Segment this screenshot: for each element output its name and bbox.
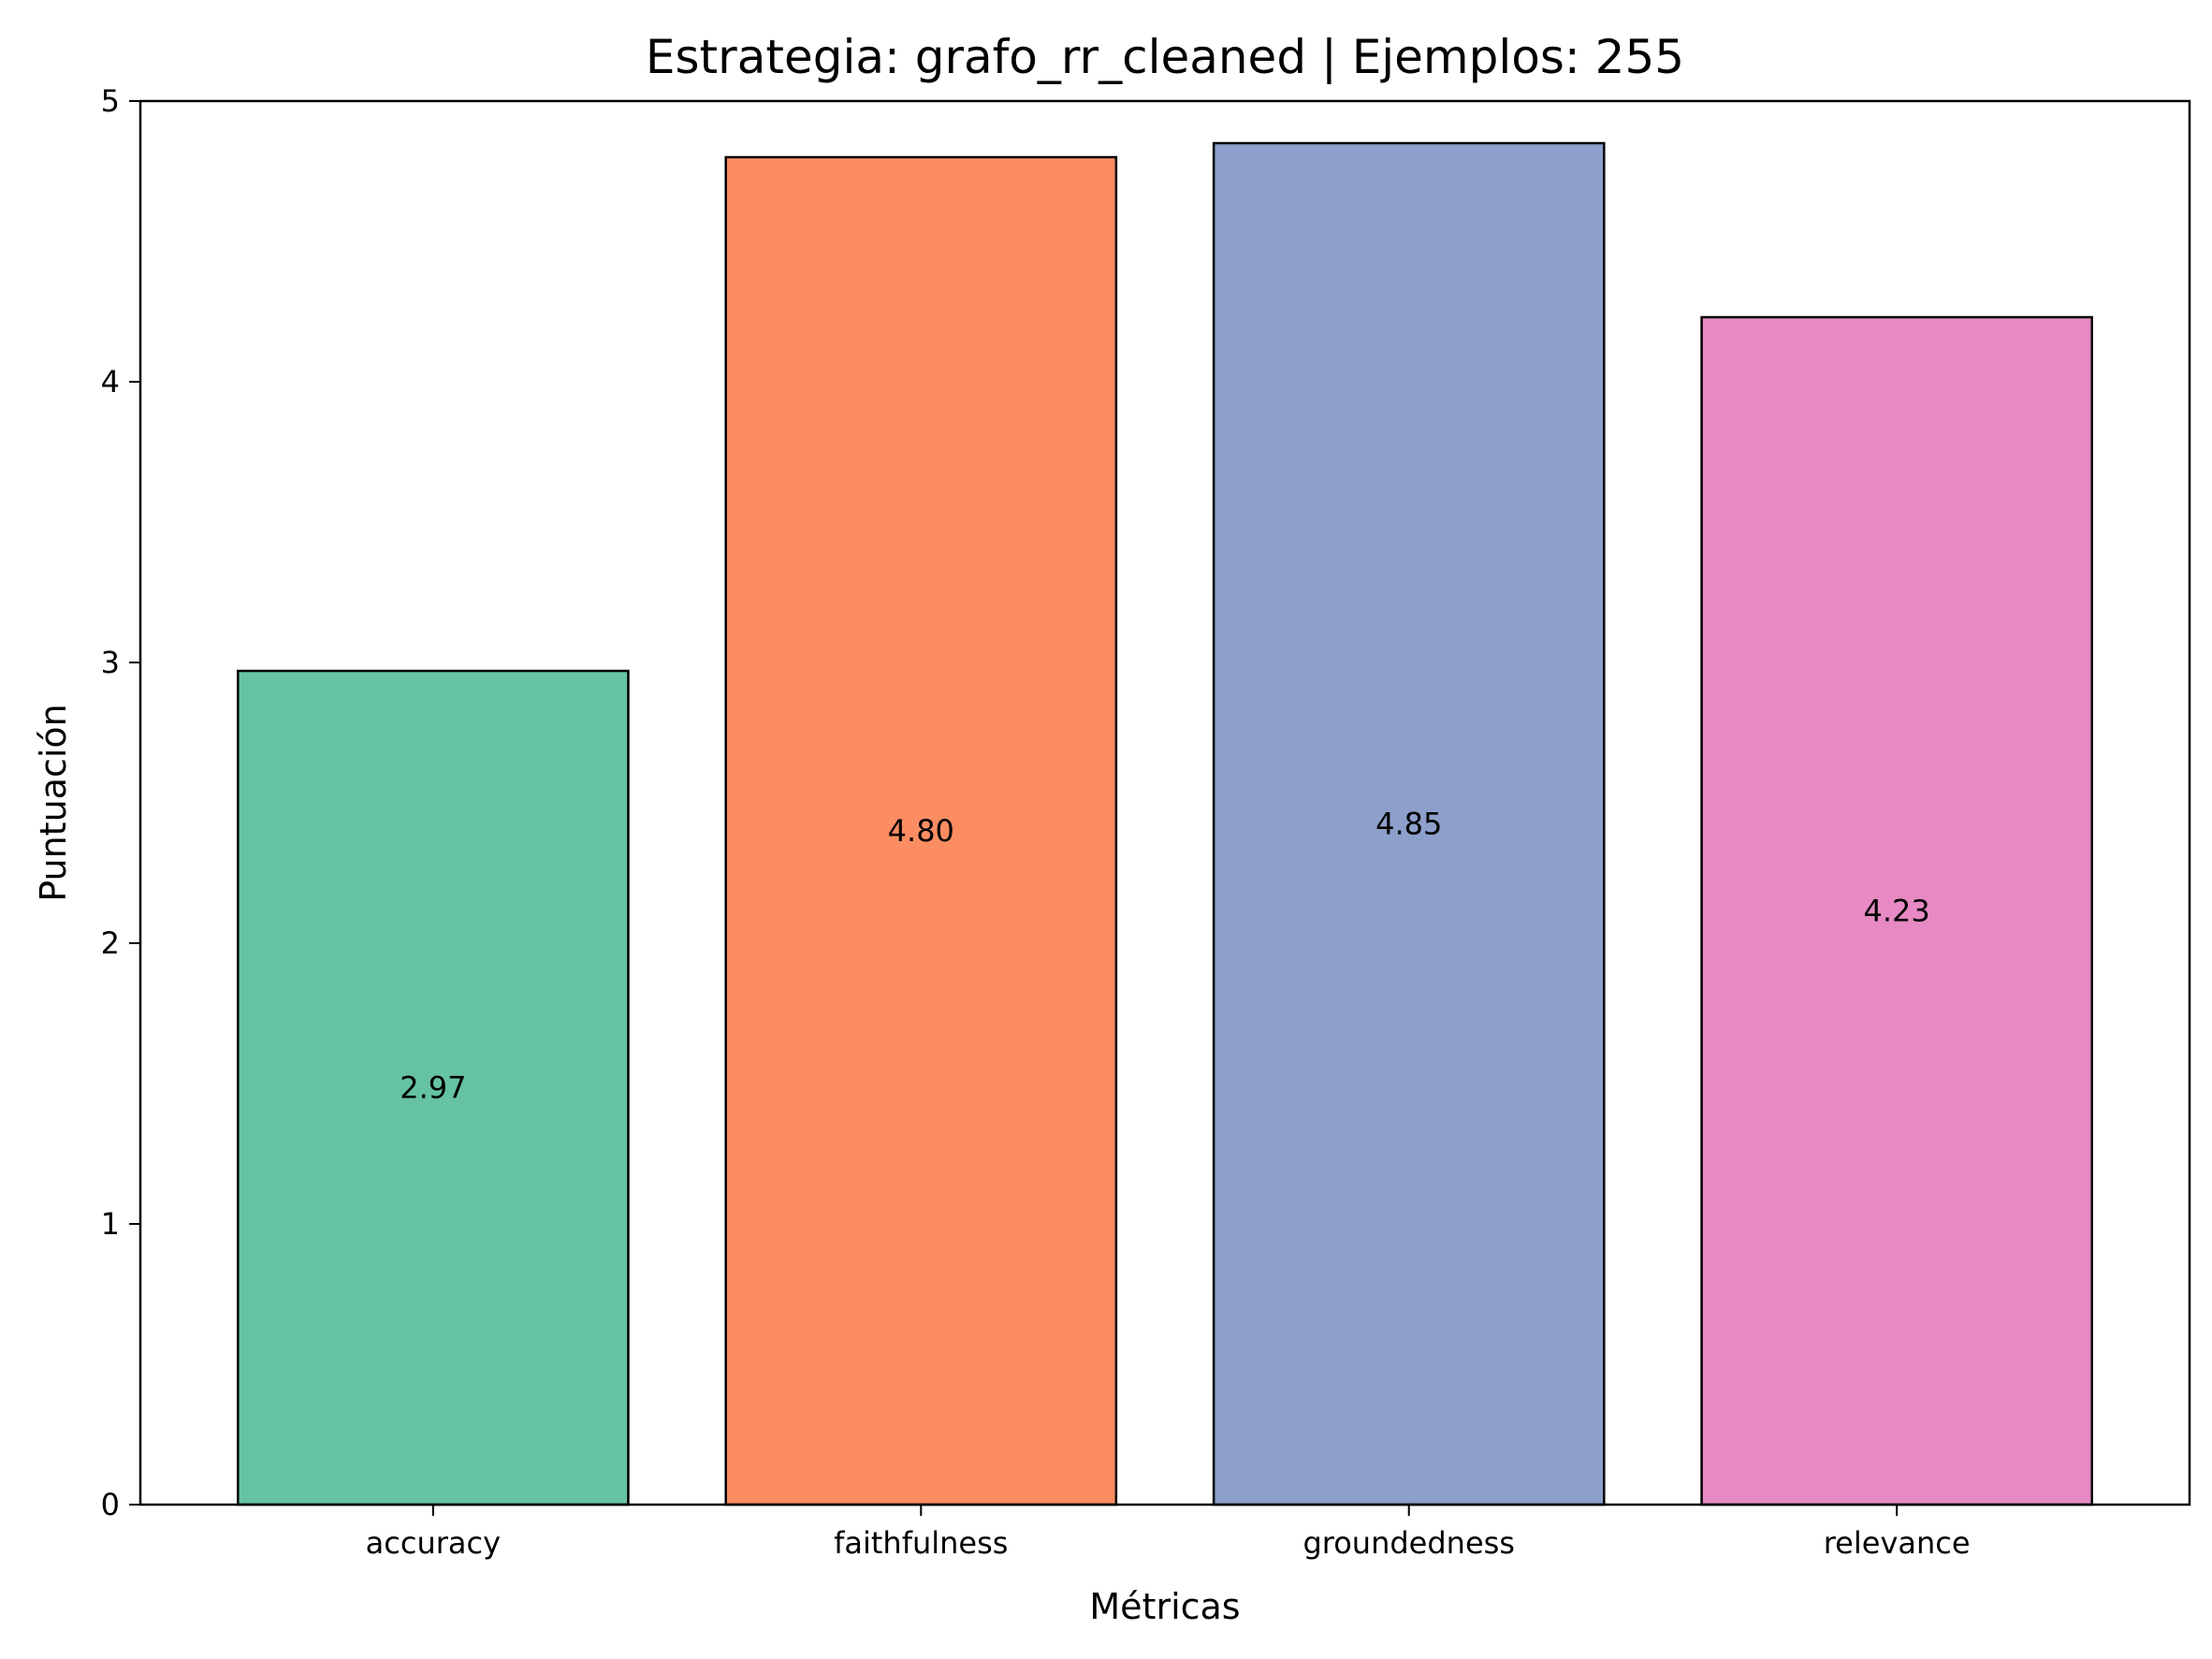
x-tick-label-relevance: relevance xyxy=(1824,1525,1971,1561)
bar-faithfulness xyxy=(724,155,1118,1506)
y-axis: 0 1 2 3 4 5 xyxy=(101,83,140,1522)
x-tick-label-groundedness: groundedness xyxy=(1302,1525,1515,1561)
bar-relevance xyxy=(1700,315,2093,1506)
bar-groundedness xyxy=(1212,141,1606,1506)
bar-value-label-relevance: 4.23 xyxy=(1864,894,1930,929)
data-labels-layer: 2.97 4.80 4.85 4.23 xyxy=(400,807,1930,1106)
x-axis: accuracy faithfulness groundedness relevanc… xyxy=(366,1505,1971,1561)
chart-title: Estrategia: grafo_rr_cleaned | Ejemplos:… xyxy=(646,30,1684,84)
x-tick-label-accuracy: accuracy xyxy=(366,1525,501,1561)
bar-value-label-faithfulness: 4.80 xyxy=(888,813,954,849)
y-tick-label-3: 3 xyxy=(101,645,120,680)
y-tick-label-0: 0 xyxy=(101,1487,120,1522)
y-tick-label-1: 1 xyxy=(101,1206,120,1242)
y-axis-label: Puntuación xyxy=(33,704,74,901)
bar-accuracy xyxy=(237,669,630,1506)
y-tick-label-5: 5 xyxy=(101,83,120,119)
x-tick-label-faithfulness: faithfulness xyxy=(834,1525,1008,1561)
plot-frame xyxy=(138,99,2191,1506)
bar-value-label-accuracy: 2.97 xyxy=(400,1070,466,1106)
bars-layer xyxy=(237,141,2093,1506)
x-axis-label: Métricas xyxy=(1089,1586,1240,1627)
y-tick-label-2: 2 xyxy=(101,925,120,961)
bar-value-label-groundedness: 4.85 xyxy=(1375,807,1442,842)
y-tick-label-4: 4 xyxy=(101,364,120,400)
